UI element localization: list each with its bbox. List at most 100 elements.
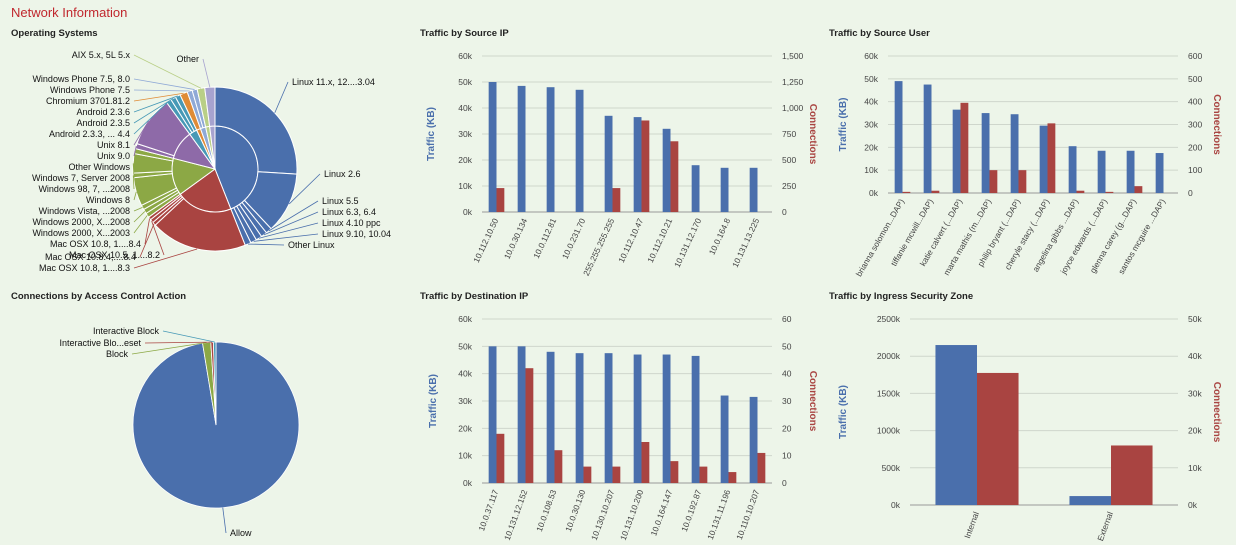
y2-axis-title: Connections: [1211, 382, 1222, 443]
pie-leader-line: [132, 175, 135, 190]
panel-connections-by-access-control: Connections by Access Control Action All…: [0, 285, 410, 545]
bar-traffic: [749, 167, 758, 212]
y-tick-label: 20k: [458, 155, 472, 165]
y2-tick-label: 50k: [1188, 314, 1202, 324]
pie-label: Windows Vista, ...2008: [39, 206, 130, 216]
pie-label: Linux 6.3, 6.4: [322, 207, 376, 217]
y-tick-label: 50k: [458, 77, 472, 87]
y-axis-title: Traffic (KB): [428, 374, 439, 428]
pie-label: Mac OSX 10.8, 1....8.3: [39, 263, 130, 273]
x-tick-label: 10.0.164.8: [707, 216, 733, 256]
bar-traffic: [894, 81, 903, 193]
y2-tick-label: 50: [782, 341, 792, 351]
y-tick-label: 2500k: [877, 314, 901, 324]
pie-leader-line: [202, 58, 211, 88]
ingress-zone-bar-chart[interactable]: 0k 0k 500k 10k 1000k 20k 1500k 30k 2000k 40k 2500k…: [820, 285, 1236, 545]
bar-traffic: [952, 109, 961, 193]
y2-tick-label: 500: [782, 155, 796, 165]
bar-connections: [1076, 190, 1085, 193]
pie-leader-line: [274, 81, 289, 114]
x-tick-label: 255.255.255.255: [581, 216, 617, 277]
pie-label: Windows 2000, X...2008: [32, 217, 130, 227]
y2-tick-label: 0: [1188, 188, 1193, 198]
x-tick-label: 10.130.10.207: [589, 488, 617, 542]
bar-traffic: [1068, 146, 1077, 193]
y-tick-label: 60k: [458, 51, 472, 61]
pie-slice-outer: [204, 86, 216, 127]
y-tick-label: 40k: [864, 97, 878, 107]
bar-traffic: [1097, 150, 1106, 193]
bar-traffic: [575, 353, 584, 483]
bar-traffic: [691, 165, 700, 212]
bar-connections: [960, 102, 969, 193]
bar-connections: [931, 190, 940, 193]
y-tick-label: 500k: [882, 463, 901, 473]
pie-leader-line: [162, 330, 215, 343]
pie-label: Interactive Block: [93, 326, 160, 336]
y2-tick-label: 1,500: [782, 51, 804, 61]
source-ip-bar-chart[interactable]: 0k 0 10k 250 20k 500 30k 750 40k 1,000 50k 1,250 60k…: [410, 22, 820, 292]
pie-label: Linux 4.10 ppc: [322, 218, 381, 228]
x-tick-label: 10.0.164.147: [648, 488, 674, 537]
pie-label: Other Windows: [68, 162, 130, 172]
pie-leader-line: [133, 215, 148, 234]
y2-tick-label: 250: [782, 181, 796, 191]
y-axis-title: Traffic (KB): [838, 385, 849, 439]
y-tick-label: 20k: [458, 423, 472, 433]
bar-connections: [670, 141, 679, 212]
x-tick-label: 10.0.37.117: [476, 488, 500, 532]
panel-operating-systems: Operating Systems Linux 11.x, 12....3.04…: [0, 22, 410, 292]
y2-tick-label: 0k: [1188, 500, 1198, 510]
pie-leader-line: [268, 200, 319, 232]
pie-leader-line: [263, 211, 319, 236]
chart-title-source-ip: Traffic by Source IP: [420, 28, 509, 39]
y-tick-label: 10k: [864, 165, 878, 175]
pie-label: Linux 5.5: [322, 196, 359, 206]
bar-traffic: [981, 113, 990, 193]
bar-traffic: [517, 346, 526, 483]
pie-label: Block: [106, 349, 129, 359]
y-tick-label: 0k: [463, 207, 473, 217]
pie-leader-line: [144, 341, 213, 344]
y2-tick-label: 400: [1188, 97, 1202, 107]
x-tick-label: 10.0.108.53: [534, 488, 559, 533]
pie-label: Windows 8: [86, 195, 130, 205]
y-tick-label: 60k: [458, 314, 472, 324]
pie-leader-line: [144, 218, 150, 245]
chart-title-source-user: Traffic by Source User: [829, 28, 930, 39]
pie-leader-line: [288, 173, 321, 205]
bar-traffic: [691, 355, 700, 483]
bar-traffic: [749, 396, 758, 483]
bar-traffic: [604, 353, 613, 483]
pie-leader-line: [133, 89, 190, 92]
y2-axis-title: Connections: [1211, 94, 1222, 155]
bar-traffic: [720, 167, 729, 212]
bar-connections: [728, 472, 737, 483]
pie-leader-line: [133, 120, 150, 146]
bar-connections: [1134, 186, 1143, 193]
pie-leader-line: [133, 78, 195, 90]
bar-traffic: [662, 128, 671, 212]
os-pie-chart[interactable]: Linux 11.x, 12....3.04 Linux 2.6 Linux 5.5…: [0, 22, 410, 292]
bar-traffic: [546, 87, 555, 212]
pie-label: Other: [176, 54, 199, 64]
panel-traffic-by-destination-ip: Traffic by Destination IP 0k 0 10k 10 20k 20 3…: [410, 285, 820, 545]
chart-title-ingress-zone: Traffic by Ingress Security Zone: [829, 291, 974, 302]
bar-connections: [496, 188, 505, 212]
pie-leader-line: [133, 248, 198, 269]
y-tick-label: 50k: [458, 341, 472, 351]
y-tick-label: 20k: [864, 142, 878, 152]
y-tick-label: 10k: [458, 181, 472, 191]
y2-tick-label: 10: [782, 451, 792, 461]
bar-traffic: [604, 115, 613, 212]
y2-tick-label: 500: [1188, 74, 1202, 84]
pie-leader-line: [222, 507, 227, 534]
y2-tick-label: 10k: [1188, 463, 1202, 473]
bar-traffic: [1010, 114, 1019, 193]
x-tick-label: External: [1095, 510, 1115, 542]
pie-label: Linux 11.x, 12....3.04: [292, 77, 375, 87]
pie-label: Unix 8.1: [97, 140, 130, 150]
